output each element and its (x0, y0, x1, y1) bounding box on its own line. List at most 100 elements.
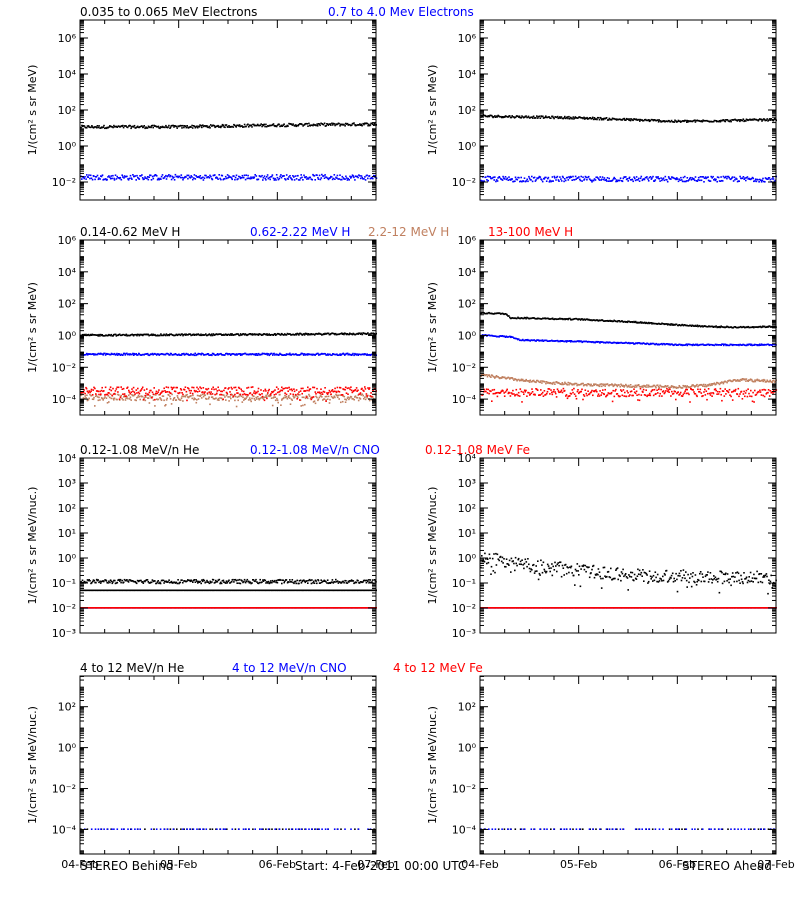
data-point (508, 376, 510, 379)
data-point (673, 121, 676, 123)
data-point (274, 177, 276, 180)
data-point (88, 334, 90, 337)
data-point (527, 116, 529, 119)
data-point (630, 342, 633, 344)
data-point (495, 392, 498, 394)
data-point (531, 175, 533, 178)
data-point (559, 383, 562, 385)
data-point (316, 123, 318, 125)
y-tick-label: 10⁻⁴ (452, 393, 477, 406)
data-point (169, 395, 171, 398)
data-point (599, 390, 601, 392)
data-point (228, 400, 230, 402)
data-point (244, 352, 247, 355)
data-point (232, 396, 234, 398)
data-point (615, 342, 618, 345)
data-point (553, 117, 555, 120)
data-point (649, 176, 652, 178)
data-point (188, 126, 191, 128)
data-point (506, 177, 509, 180)
data-point (229, 176, 231, 178)
data-point (542, 115, 544, 118)
data-point (756, 119, 758, 121)
data-point (145, 177, 147, 179)
data-point (664, 391, 666, 394)
data-point (219, 393, 221, 396)
data-point (715, 383, 717, 385)
data-point (306, 332, 308, 335)
data-point (132, 126, 135, 128)
data-point (757, 178, 759, 181)
data-point (204, 174, 206, 177)
data-point (120, 386, 122, 388)
data-point (671, 343, 674, 346)
data-point (350, 396, 353, 398)
data-point (121, 397, 123, 400)
data-point (194, 398, 197, 400)
data-point (552, 340, 555, 342)
data-point (720, 382, 722, 384)
data-point (171, 393, 173, 396)
data-point (211, 334, 214, 337)
data-point (693, 385, 695, 387)
data-point (595, 383, 597, 386)
data-point (558, 391, 560, 394)
data-point (130, 399, 132, 401)
data-point (700, 179, 703, 182)
data-point (647, 180, 650, 182)
data-point (224, 334, 226, 336)
data-point (182, 400, 184, 402)
data-point (287, 390, 289, 392)
data-point (352, 352, 354, 355)
data-point (622, 384, 625, 387)
data-point (593, 383, 595, 385)
data-point (534, 394, 536, 396)
data-point (233, 334, 235, 336)
data-point (211, 396, 214, 398)
data-point (697, 179, 699, 181)
data-point (221, 174, 224, 177)
data-point (269, 394, 272, 396)
data-point (511, 178, 513, 180)
data-point (590, 118, 593, 120)
data-point (313, 386, 316, 389)
data-point (759, 389, 761, 392)
data-point (688, 386, 690, 389)
data-point (614, 341, 616, 344)
data-point (745, 177, 748, 179)
data-point (359, 123, 361, 125)
data-point (663, 323, 666, 326)
data-point (362, 178, 364, 180)
data-point (297, 174, 299, 177)
data-point (202, 125, 205, 128)
data-point (655, 386, 657, 389)
data-point (148, 176, 150, 178)
data-point (164, 353, 167, 356)
data-point (731, 177, 733, 179)
data-point (603, 383, 606, 386)
data-point (517, 115, 519, 118)
data-point (82, 397, 85, 399)
data-point (302, 404, 304, 407)
data-point (586, 178, 588, 181)
data-point (183, 352, 185, 355)
data-point (293, 396, 296, 398)
data-point (165, 399, 168, 401)
data-point (265, 396, 268, 398)
y-tick-label: 10⁻² (452, 176, 476, 189)
data-point (593, 384, 596, 386)
data-point (325, 395, 328, 398)
data-point (519, 317, 522, 320)
data-point (170, 392, 172, 395)
data-point (128, 334, 131, 337)
data-point (720, 381, 723, 383)
data-point (741, 398, 744, 400)
data-point (163, 333, 165, 336)
data-point (656, 177, 658, 179)
data-point (193, 397, 196, 399)
data-point (550, 389, 552, 391)
data-point (588, 117, 590, 120)
data-point (555, 318, 558, 321)
data-point (126, 386, 129, 389)
